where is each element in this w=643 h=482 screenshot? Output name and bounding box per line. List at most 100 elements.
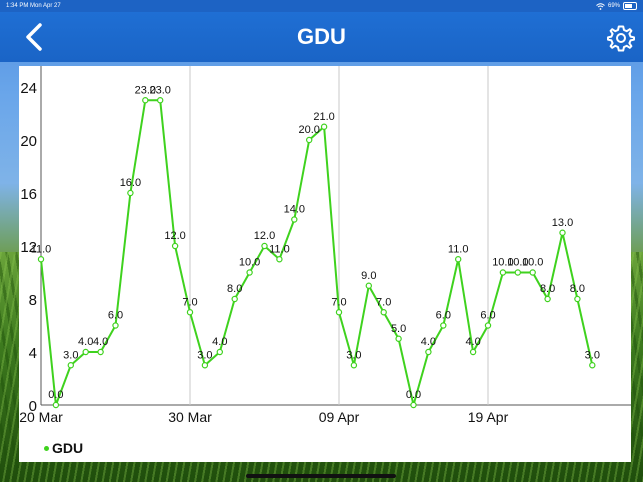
wifi-icon <box>596 2 605 10</box>
chevron-left-icon <box>26 23 42 51</box>
battery-percent: 69% <box>607 3 620 9</box>
y-tick-label: 20 <box>20 133 37 150</box>
data-label: 3.0 <box>197 349 212 361</box>
data-label: 4.0 <box>421 336 436 348</box>
back-button[interactable] <box>20 22 50 52</box>
y-tick-label: 8 <box>29 292 37 309</box>
data-point <box>216 348 223 356</box>
data-point <box>380 309 387 316</box>
data-label: 7.0 <box>376 296 391 308</box>
data-label: 11.0 <box>269 243 290 255</box>
data-label: 4.0 <box>212 336 227 348</box>
data-point <box>156 97 164 104</box>
data-label: 14.0 <box>284 204 305 216</box>
y-tick-label: 12 <box>20 239 37 256</box>
data-point <box>455 256 462 263</box>
x-tick-label: 19 Apr <box>468 409 509 425</box>
data-label: 10.0 <box>492 257 513 269</box>
data-point <box>529 269 536 276</box>
data-point <box>574 295 581 303</box>
data-label: 11.0 <box>31 243 52 255</box>
data-point <box>425 348 432 356</box>
data-point <box>261 242 268 250</box>
y-tick-label: 4 <box>29 345 37 362</box>
data-label: 21.0 <box>313 111 334 123</box>
data-point <box>469 348 477 356</box>
data-point <box>365 282 372 289</box>
data-point <box>201 362 209 369</box>
status-bar: 1:34 PM Mon Apr 27 69% <box>0 0 643 12</box>
data-label: 6.0 <box>436 310 451 322</box>
data-label: 4.0 <box>465 336 480 348</box>
data-label: 3.0 <box>346 349 361 361</box>
nav-bar: GDU <box>0 12 643 62</box>
page-title: GDU <box>297 24 346 49</box>
data-point <box>440 322 447 329</box>
x-tick-label: 20 Mar <box>19 409 63 425</box>
y-tick-label: 16 <box>20 186 37 203</box>
data-label: 6.0 <box>108 310 123 322</box>
data-label: 23.0 <box>135 84 156 96</box>
chart-card: 0 4 8 12 16 20 24 20 Mar 30 Mar 09 Apr 19 Apr 11.0 0… <box>19 66 631 462</box>
data-point <box>306 136 313 144</box>
data-label: 4.0 <box>93 336 108 348</box>
battery-icon <box>623 2 637 10</box>
gdu-line-chart: 0 4 8 12 16 20 24 20 Mar 30 Mar 09 Apr 19 Apr 11.0 0… <box>19 66 631 425</box>
data-point <box>350 362 358 369</box>
status-date: Mon Apr 27 <box>30 3 61 9</box>
data-point <box>112 322 119 329</box>
data-point <box>97 348 104 356</box>
data-label: 9.0 <box>361 270 376 282</box>
data-label: 0.0 <box>48 389 63 401</box>
data-label: 11.0 <box>448 243 469 255</box>
data-label: 23.0 <box>149 84 170 96</box>
data-label: 8.0 <box>570 283 585 295</box>
data-label: 10.0 <box>522 257 543 269</box>
series-line-gdu <box>40 99 594 406</box>
x-tick-label: 30 Mar <box>168 409 212 425</box>
data-label: 5.0 <box>391 323 406 335</box>
data-point <box>395 335 402 342</box>
data-point <box>142 97 149 104</box>
y-tick-label: 24 <box>20 80 37 97</box>
y-tick-label: 0 <box>29 398 37 415</box>
data-point <box>320 123 328 130</box>
data-label: 3.0 <box>585 349 600 361</box>
data-point <box>484 322 492 329</box>
data-label: 10.0 <box>507 257 528 269</box>
data-point <box>171 242 179 250</box>
data-label: 0.0 <box>406 389 421 401</box>
data-point <box>291 216 298 223</box>
data-point <box>186 309 194 316</box>
data-label: 12.0 <box>164 230 185 242</box>
settings-button[interactable] <box>607 24 635 52</box>
data-label: 7.0 <box>331 296 346 308</box>
x-tick-label: 09 Apr <box>319 409 360 425</box>
status-time: 1:34 PM <box>6 3 29 9</box>
data-label: 10.0 <box>239 257 260 269</box>
data-label: 8.0 <box>540 283 555 295</box>
data-point <box>231 295 238 303</box>
data-label: 6.0 <box>480 310 495 322</box>
data-label: 7.0 <box>182 296 197 308</box>
data-point <box>67 362 75 369</box>
legend-swatch <box>44 445 49 451</box>
home-indicator <box>246 474 396 478</box>
status-right: 69% <box>596 0 637 12</box>
data-point <box>514 269 521 276</box>
data-point <box>52 401 60 409</box>
data-point <box>335 309 343 316</box>
data-point <box>589 362 596 369</box>
data-point <box>499 269 507 276</box>
data-point <box>559 229 566 236</box>
data-label: 16.0 <box>120 177 141 189</box>
data-label: 13.0 <box>552 217 573 229</box>
data-label: 12.0 <box>254 230 275 242</box>
data-point <box>544 295 551 303</box>
data-point <box>82 348 89 356</box>
gear-icon <box>607 25 635 52</box>
legend-label: GDU <box>52 440 84 456</box>
data-point <box>276 256 283 263</box>
data-point <box>37 256 45 263</box>
chart-legend: GDU <box>44 440 83 456</box>
